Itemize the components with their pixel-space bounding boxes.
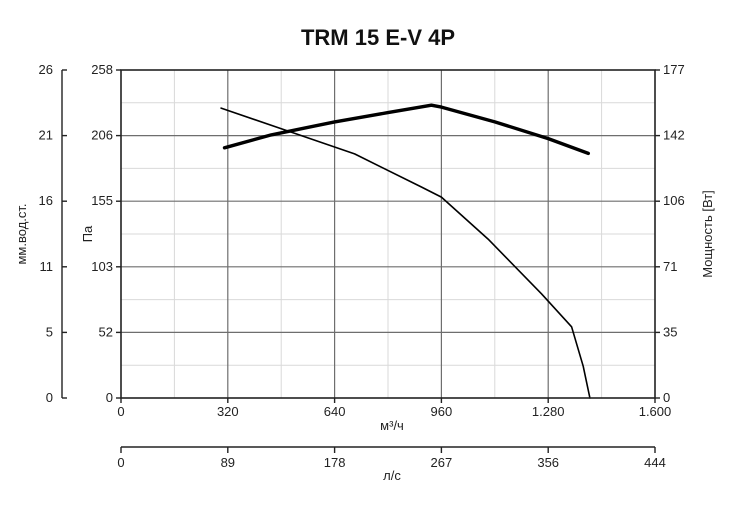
y-left-tick-label: 0 <box>106 390 113 405</box>
y-left-outer-tick-label: 11 <box>40 259 54 274</box>
y-left-tick-label: 155 <box>91 193 113 208</box>
y-right-tick-label: 0 <box>663 390 670 405</box>
x-secondary-tick-label: 89 <box>221 455 235 470</box>
left-outer-axis-label: мм.вод.ст. <box>14 203 29 264</box>
y-right-tick-label: 71 <box>663 259 677 274</box>
y-left-outer-tick-label: 26 <box>39 62 53 77</box>
y-left-tick-label: 206 <box>91 128 113 143</box>
y-left-tick-label: 103 <box>91 259 113 274</box>
x-secondary-tick-label: 178 <box>324 455 346 470</box>
left-axis-label: Па <box>80 225 95 242</box>
y-left-outer-tick-label: 5 <box>46 324 53 339</box>
secondary-x-axis-label: л/с <box>383 468 401 483</box>
x-tick-label: 960 <box>431 404 453 419</box>
y-right-tick-label: 142 <box>663 128 685 143</box>
y-right-tick-label: 177 <box>663 62 685 77</box>
y-left-tick-label: 52 <box>99 324 113 339</box>
grid <box>121 70 655 398</box>
x-secondary-tick-label: 0 <box>117 455 124 470</box>
series-lines <box>220 103 591 399</box>
y-left-tick-label: 258 <box>91 62 113 77</box>
y-left-outer-tick-label: 21 <box>39 128 53 143</box>
x-tick-label: 1.280 <box>532 404 565 419</box>
plot-frame <box>120 69 656 399</box>
power-curve <box>222 103 590 156</box>
right-axis-label: Мощность [Вт] <box>700 190 715 278</box>
x-tick-label: 0 <box>117 404 124 419</box>
x-tick-label: 320 <box>217 404 239 419</box>
pressure-curve <box>220 107 591 399</box>
x-tick-label: 640 <box>324 404 346 419</box>
chart-title: TRM 15 E-V 4P <box>301 25 455 50</box>
y-right-tick-label: 35 <box>663 324 677 339</box>
y-left-outer-tick-label: 16 <box>39 193 53 208</box>
x-tick-label: 1.600 <box>639 404 672 419</box>
x-axis-label: м³/ч <box>380 418 404 433</box>
x-secondary-tick-label: 444 <box>644 455 666 470</box>
x-secondary-tick-label: 267 <box>431 455 453 470</box>
y-left-outer-tick-label: 0 <box>46 390 53 405</box>
y-right-tick-label: 106 <box>663 193 685 208</box>
x-secondary-tick-label: 356 <box>537 455 559 470</box>
